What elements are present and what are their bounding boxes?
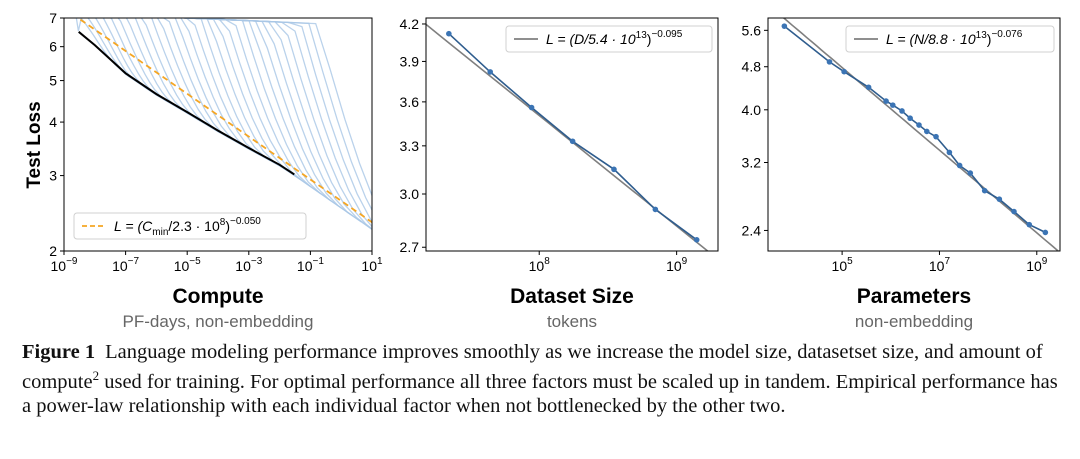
plot-area <box>426 23 709 251</box>
y-tick-label: 4 <box>49 114 57 130</box>
dataset-size-panel: 2.7 3.0 3.3 3.6 3.9 4.2 108 109 L = (D/5.4 · 101… <box>400 16 719 331</box>
legend-box <box>845 25 1055 53</box>
training-run-curve <box>173 18 312 188</box>
data-point <box>899 108 905 114</box>
caption-text-part2: used for training. For optimal performan… <box>22 370 1058 417</box>
data-point <box>996 196 1003 202</box>
x-tick-label: 109 <box>666 256 688 274</box>
legend-box <box>505 25 713 53</box>
figure-panels: Test Loss 2 3 4 5 6 7 10−9 10−7 10−5 10−3 10−1 101 L… <box>24 10 1061 331</box>
parameters-panel: 2.4 3.2 4.0 4.8 5.6 105 107 109 L = (N/8.8 · 101… <box>742 17 1061 331</box>
data-point <box>916 122 922 128</box>
panel-subtitle: tokens <box>547 312 597 331</box>
data-point <box>933 133 939 140</box>
data-point <box>1026 221 1033 228</box>
x-tick-label: 10−5 <box>174 256 201 274</box>
y-tick-label: 5.6 <box>742 22 762 38</box>
x-tick-label: 10−7 <box>112 256 139 274</box>
y-tick-label: 3 <box>49 168 57 184</box>
axes-frame <box>63 17 373 252</box>
data-point <box>981 187 988 194</box>
figure-label: Figure 1 <box>22 341 96 363</box>
plot-area <box>781 18 1060 251</box>
panel-subtitle: non-embedding <box>855 312 973 331</box>
training-run-curve <box>117 18 190 115</box>
training-run-curve <box>172 18 291 174</box>
y-tick-label: 3.3 <box>400 138 420 154</box>
y-tick-label: 4.2 <box>400 16 420 32</box>
data-point <box>528 104 535 111</box>
data-point <box>956 162 963 169</box>
y-tick-label: 4.8 <box>742 59 762 75</box>
y-tick-label: 2 <box>49 243 57 259</box>
data-point <box>946 149 953 156</box>
panel-title: Parameters <box>857 285 971 308</box>
data-point <box>652 206 659 213</box>
y-tick-label: 3.2 <box>742 155 762 171</box>
data-point <box>883 98 889 104</box>
x-tick-label: 10−9 <box>51 256 78 274</box>
data-point <box>487 69 494 75</box>
data-point <box>841 68 847 75</box>
caption-footnote-mark: 2 <box>92 368 100 383</box>
figure-caption: Figure 1 Language modeling performance im… <box>22 340 1062 418</box>
data-point <box>569 138 576 145</box>
data-point <box>924 128 930 135</box>
legend-label: L = (N/8.8 · 1013)−0.076 <box>886 29 1023 47</box>
compute-frontier-line <box>78 31 295 176</box>
axes-frame <box>425 17 719 252</box>
caption-text-part1: Language modeling performance improves s… <box>22 341 1043 393</box>
x-tick-label: 10−1 <box>297 256 324 274</box>
y-tick-label: 6 <box>49 39 57 55</box>
data-point <box>967 170 974 176</box>
y-tick-label: 2.4 <box>742 222 762 238</box>
data-point <box>889 102 896 108</box>
data-point <box>446 30 452 37</box>
training-run-curve <box>162 18 251 150</box>
data-point <box>1042 229 1049 236</box>
y-tick-label: 3.9 <box>400 53 420 69</box>
panel-title: Dataset Size <box>510 285 634 308</box>
x-tick-label: 108 <box>529 256 551 274</box>
x-tick-label: 107 <box>929 256 951 274</box>
panel-subtitle: PF-days, non-embedding <box>123 312 314 331</box>
training-run-curve <box>170 18 301 181</box>
legend-label: L = (Cmin/2.3 · 108)−0.050 <box>114 216 261 238</box>
data-point <box>907 115 913 122</box>
data-point <box>611 166 617 173</box>
y-tick-label: 5 <box>49 73 57 89</box>
x-tick-label: 109 <box>1026 256 1048 274</box>
y-axis-label: Test Loss <box>24 101 45 188</box>
compute-fit-dashed-line <box>76 18 372 224</box>
x-tick-label: 10−3 <box>235 256 262 274</box>
data-point <box>781 23 788 29</box>
panel-title: Compute <box>173 285 264 308</box>
training-run-curve <box>171 18 271 162</box>
data-point <box>826 59 833 65</box>
y-tick-label: 3.6 <box>400 94 420 110</box>
axes-frame <box>767 17 1061 252</box>
y-tick-label: 2.7 <box>400 239 420 255</box>
data-point <box>865 84 872 91</box>
training-run-curve <box>172 18 281 167</box>
data-point <box>1011 208 1017 215</box>
legend-label: L = (D/5.4 · 1013)−0.095 <box>546 29 683 47</box>
x-tick-label: 105 <box>832 256 854 274</box>
data-line <box>448 33 698 241</box>
x-tick-label: 101 <box>361 256 383 274</box>
legend-box <box>73 212 307 240</box>
y-tick-label: 3.0 <box>400 186 420 202</box>
data-point <box>693 237 700 243</box>
y-tick-label: 4.0 <box>742 102 762 118</box>
compute-panel: 2 3 4 5 6 7 10−9 10−7 10−5 10−3 10−1 101 L = (Cmin/2… <box>49 10 383 331</box>
y-tick-label: 7 <box>49 10 57 26</box>
training-run-curve <box>172 18 261 156</box>
